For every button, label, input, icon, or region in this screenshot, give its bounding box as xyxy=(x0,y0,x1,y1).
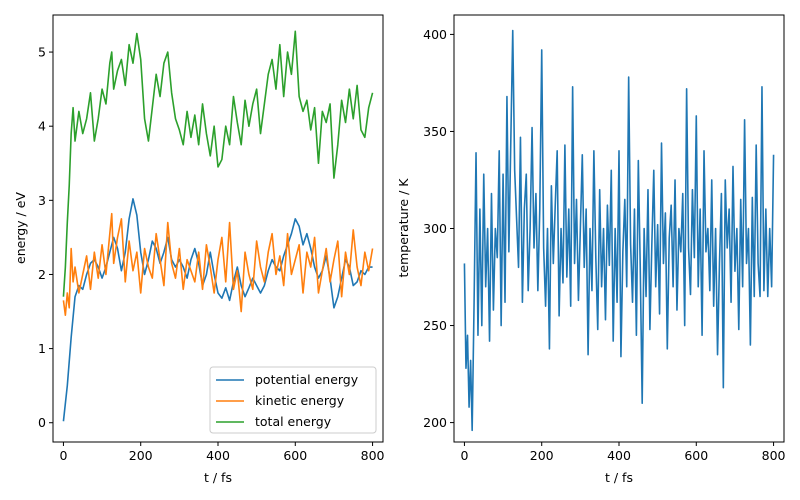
energy-chart-x-label: t / fs xyxy=(204,470,232,485)
temperature-chart-y-tick-label: 350 xyxy=(423,124,447,139)
energy-chart-y-tick-label: 3 xyxy=(38,193,46,208)
temperature-chart-line-series-0 xyxy=(463,29,775,432)
energy-chart-y-label: energy / eV xyxy=(13,192,28,264)
temperature-chart-y-tick-label: 250 xyxy=(423,318,447,333)
energy-chart-y-ticks: 0 1 2 3 4 5 xyxy=(38,45,53,430)
temperature-chart-x-tick-label: 800 xyxy=(762,448,786,463)
temperature-chart-x-tick-label: 200 xyxy=(530,448,554,463)
temperature-chart-y-ticks: 200 250 300 350 400 xyxy=(423,27,454,430)
legend-label-kinetic-energy: kinetic energy xyxy=(255,393,345,408)
energy-chart-x-tick-label: 0 xyxy=(59,448,67,463)
temperature-chart-x-ticks: 0 200 400 600 800 xyxy=(460,442,786,463)
temperature-chart: 0 200 400 600 800 200 250 300 350 400 t / fs tem… xyxy=(396,14,786,485)
energy-chart-x-tick-label: 200 xyxy=(129,448,153,463)
energy-chart-series xyxy=(62,30,374,422)
energy-chart-y-tick-label: 0 xyxy=(38,415,46,430)
energy-chart-x-tick-label: 600 xyxy=(283,448,307,463)
energy-chart-x-ticks: 0 200 400 600 800 xyxy=(59,442,385,463)
energy-chart-y-tick-label: 5 xyxy=(38,45,46,60)
energy-chart-y-tick-label: 2 xyxy=(38,267,46,282)
temperature-chart-x-tick-label: 400 xyxy=(607,448,631,463)
energy-chart-y-tick-label: 4 xyxy=(38,119,46,134)
temperature-chart-y-tick-label: 400 xyxy=(423,27,447,42)
legend-label-potential-energy: potential energy xyxy=(255,372,359,387)
energy-chart-line-potential-energy xyxy=(62,198,373,422)
legend-frame xyxy=(209,366,377,434)
temperature-chart-y-tick-label: 300 xyxy=(423,221,447,236)
legend-label-total-energy: total energy xyxy=(255,414,332,429)
energy-chart-legend: potential energy kinetic energy total en… xyxy=(209,366,377,434)
temperature-chart-x-tick-label: 0 xyxy=(460,448,468,463)
temperature-chart-x-label: t / fs xyxy=(605,470,633,485)
energy-chart-y-tick-label: 1 xyxy=(38,341,46,356)
temperature-chart-y-tick-label: 200 xyxy=(423,415,447,430)
temperature-chart-y-label: temperature / K xyxy=(396,178,411,278)
temperature-chart-series xyxy=(463,29,775,432)
energy-chart-x-tick-label: 800 xyxy=(361,448,385,463)
temperature-chart-x-tick-label: 600 xyxy=(684,448,708,463)
energy-chart-line-total-energy xyxy=(62,30,374,297)
energy-chart-line-kinetic-energy xyxy=(62,212,374,317)
energy-chart-x-tick-label: 400 xyxy=(206,448,230,463)
